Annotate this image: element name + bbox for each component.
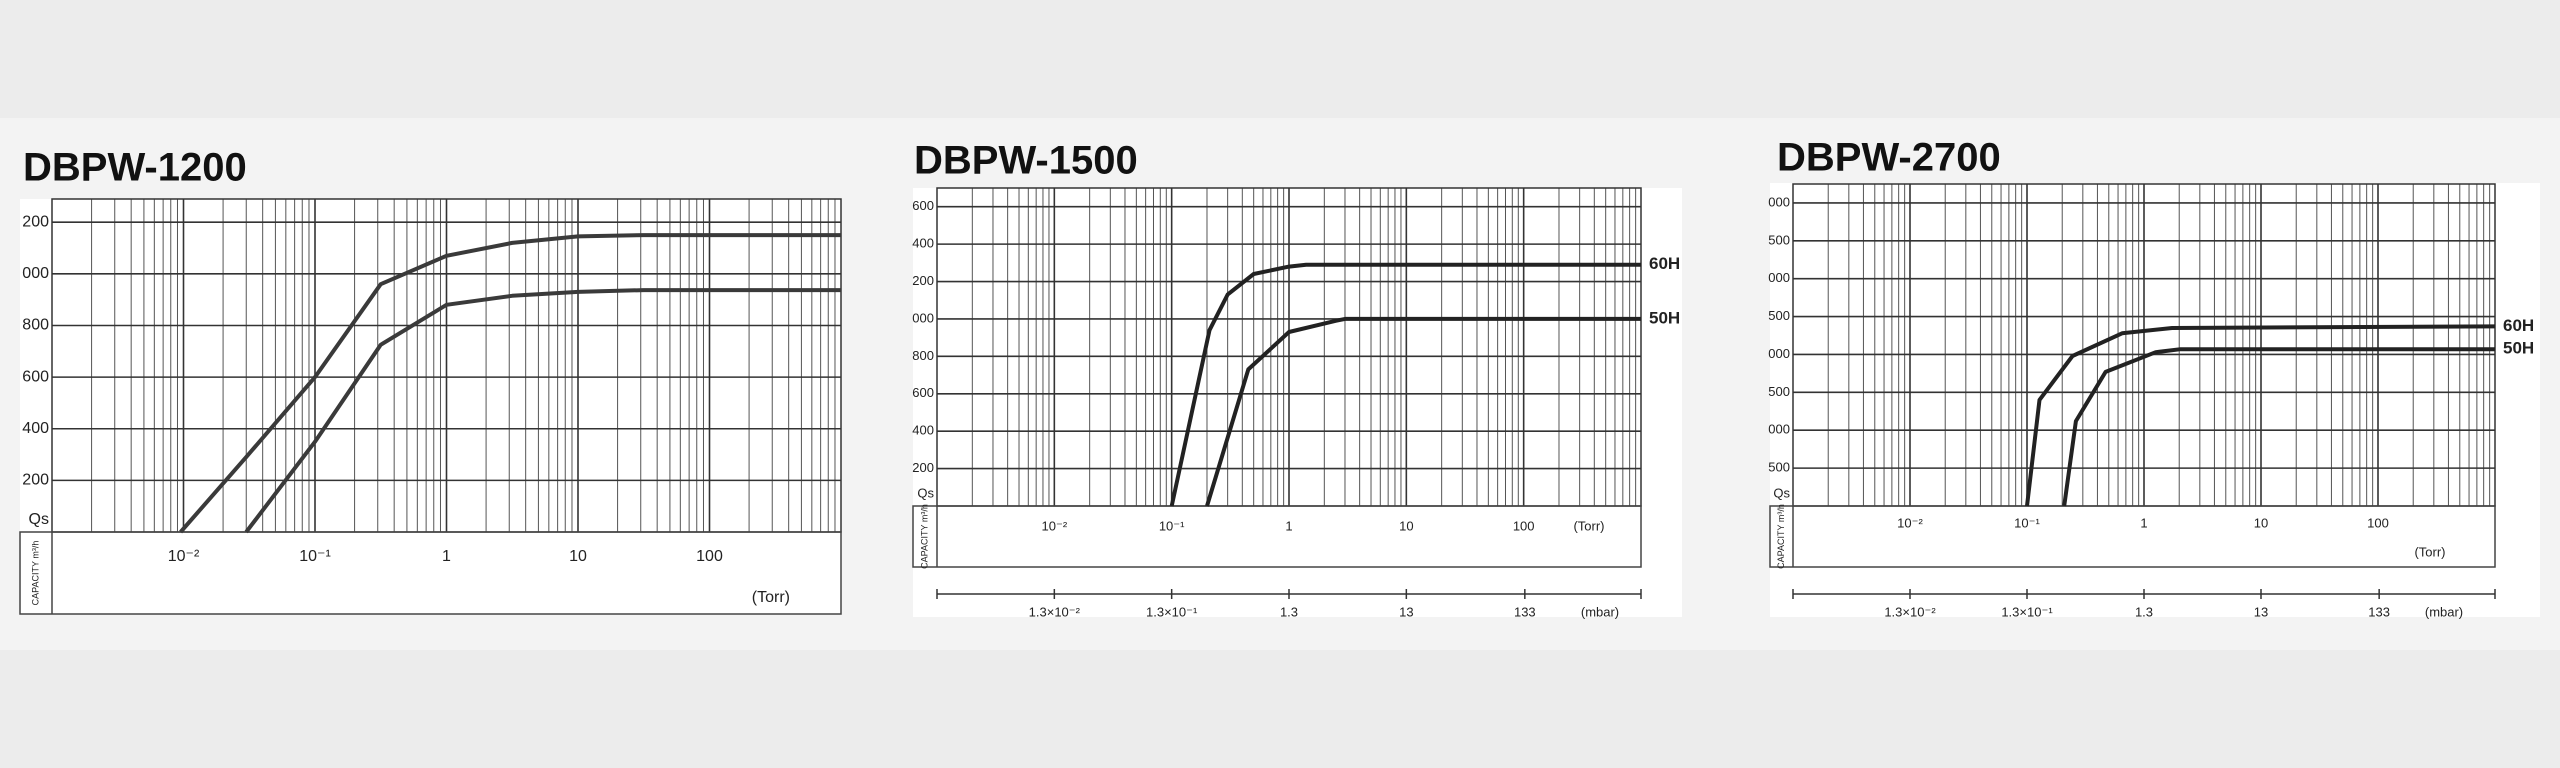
x-axis-label: (Torr) <box>752 589 790 606</box>
x-tick-label: 1 <box>442 548 451 565</box>
x2-tick-label: 1.3×10⁻¹ <box>2001 604 2053 619</box>
axis-box <box>19 531 842 615</box>
x-tick-label: 1 <box>2140 515 2147 530</box>
chart-title: DBPW-1500 <box>914 139 1138 183</box>
x2-axis-label: (mbar) <box>2425 604 2463 619</box>
x2-tick-label: 1.3×10⁻² <box>1029 604 1081 619</box>
x2-tick-label: 13 <box>2254 604 2268 619</box>
y-tick-label: 000 <box>22 265 49 282</box>
x-tick-label: 10⁻² <box>1897 515 1923 530</box>
chart-title: DBPW-2700 <box>1777 136 2001 180</box>
y-axis-label: CAPACITY m³/h <box>1776 504 1786 569</box>
y-axis-label: CAPACITY m³/h <box>30 541 40 606</box>
axis-box <box>912 505 1642 568</box>
y-tick-label: 500 <box>1768 460 1790 475</box>
y-tick-label: 200 <box>22 472 49 489</box>
x-tick-label: 1 <box>1285 518 1292 533</box>
y-tick-label: 200 <box>912 460 934 475</box>
x-tick-label: 100 <box>696 548 723 565</box>
x-tick-label: 10⁻² <box>168 548 200 565</box>
y-tick-label: 800 <box>22 317 49 334</box>
series-line <box>2025 324 2496 507</box>
x-tick-label: 100 <box>2367 515 2389 530</box>
series-line <box>1169 262 1641 507</box>
y-tick-label: 500 <box>1768 384 1790 399</box>
x2-tick-label: 133 <box>2368 604 2390 619</box>
x-axis-label: (Torr) <box>2414 544 2445 559</box>
y-tick-label: 000 <box>1768 270 1790 285</box>
y-tick-label: 600 <box>912 385 934 400</box>
x-tick-label: 100 <box>1513 518 1535 533</box>
y-tick-label: 200 <box>22 213 49 230</box>
y-tick-label: 500 <box>1768 308 1790 323</box>
axis-box <box>1769 505 2496 568</box>
y-symbol: Qs <box>29 511 49 528</box>
series-line <box>1205 316 1641 507</box>
series-line <box>2062 347 2495 507</box>
panel <box>913 188 1682 617</box>
y-tick-label: 800 <box>912 348 934 363</box>
series-line <box>244 288 841 534</box>
y-tick-label: 000 <box>1768 422 1790 437</box>
y-symbol: Qs <box>917 485 934 500</box>
panel <box>20 199 841 614</box>
series-label: 60H <box>1649 254 1680 273</box>
x-axis-label: (Torr) <box>1573 518 1604 533</box>
x2-tick-label: 1.3×10⁻² <box>1884 604 1936 619</box>
y-tick-label: 000 <box>1768 346 1790 361</box>
x-tick-label: 10 <box>1399 518 1413 533</box>
y-tick-label: 400 <box>912 236 934 251</box>
y-symbol: Qs <box>1773 485 1790 500</box>
x2-tick-label: 1.3 <box>2135 604 2153 619</box>
y-tick-label: 600 <box>22 368 49 385</box>
y-tick-label: 200 <box>912 273 934 288</box>
y-tick-label: 400 <box>22 420 49 437</box>
x-tick-label: 10⁻² <box>1042 518 1068 533</box>
x2-tick-label: 133 <box>1514 604 1536 619</box>
series-line <box>179 233 841 534</box>
x-tick-label: 10 <box>569 548 587 565</box>
x-tick-label: 10 <box>2254 515 2268 530</box>
series-label: 50H <box>1649 308 1680 327</box>
x-tick-label: 10⁻¹ <box>299 548 331 565</box>
y-tick-label: 400 <box>912 423 934 438</box>
y-tick-label: 000 <box>912 310 934 325</box>
x2-tick-label: 13 <box>1399 604 1413 619</box>
x2-tick-label: 1.3×10⁻¹ <box>1146 604 1198 619</box>
y-tick-label: 600 <box>912 198 934 213</box>
x2-axis-label: (mbar) <box>1581 604 1619 619</box>
series-label: 60H <box>2503 316 2534 335</box>
y-tick-label: 500 <box>1768 232 1790 247</box>
y-axis-label: CAPACITY m³/h <box>919 504 929 569</box>
x-tick-label: 10⁻¹ <box>1159 518 1185 533</box>
x-tick-label: 10⁻¹ <box>2014 515 2040 530</box>
x2-tick-label: 1.3 <box>1280 604 1298 619</box>
chart-title: DBPW-1200 <box>23 146 247 190</box>
series-label: 50H <box>2503 339 2534 358</box>
y-tick-label: 000 <box>1768 194 1790 209</box>
